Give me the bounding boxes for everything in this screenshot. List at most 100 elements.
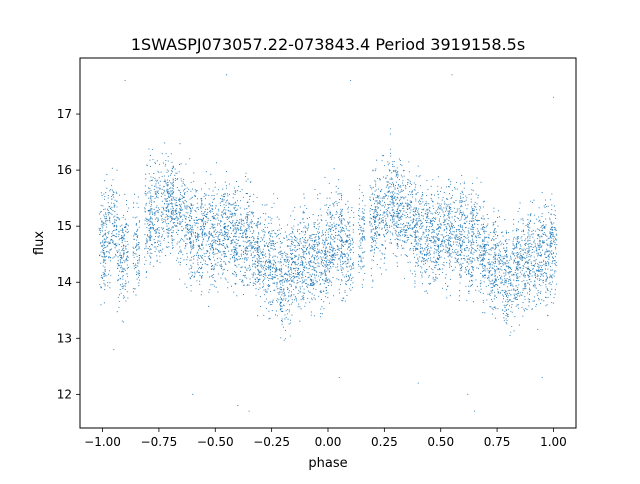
data-point (193, 172, 195, 174)
data-point (427, 215, 429, 217)
data-point (406, 183, 409, 185)
data-point (159, 240, 161, 242)
data-point (309, 267, 311, 269)
data-point (244, 267, 246, 269)
data-point (211, 275, 213, 277)
data-point (348, 238, 350, 240)
data-point (385, 186, 387, 188)
data-point (168, 192, 171, 194)
data-point (292, 228, 294, 230)
data-point (298, 271, 300, 273)
data-point (411, 235, 413, 237)
data-point (157, 229, 159, 231)
data-point (212, 224, 214, 226)
data-point (148, 173, 150, 175)
data-point (252, 235, 254, 237)
data-point (249, 268, 252, 270)
data-point (256, 225, 258, 227)
data-point (344, 233, 347, 235)
data-point (400, 215, 402, 217)
data-point (361, 252, 364, 254)
data-point (257, 235, 259, 237)
data-point (136, 262, 139, 264)
data-point (107, 245, 109, 247)
data-point (296, 276, 298, 278)
data-point (235, 238, 237, 241)
data-point (171, 212, 173, 215)
data-point (422, 231, 424, 233)
data-point (329, 252, 331, 254)
data-point (138, 246, 140, 248)
data-point (388, 207, 390, 209)
data-point (184, 216, 186, 218)
data-point (311, 247, 313, 249)
data-point (322, 262, 325, 264)
data-point (154, 161, 156, 163)
data-point (150, 231, 152, 233)
data-point (414, 231, 416, 233)
data-point (333, 205, 335, 207)
data-point (426, 259, 428, 261)
data-point (329, 213, 331, 215)
data-point (302, 249, 304, 251)
data-point (396, 226, 398, 229)
data-point (241, 229, 243, 231)
data-point (336, 263, 339, 265)
data-point (426, 251, 428, 253)
data-point (437, 213, 439, 216)
data-point (305, 267, 307, 269)
data-point (399, 209, 401, 211)
data-point (175, 172, 177, 174)
data-point (122, 276, 124, 278)
data-point (103, 254, 105, 256)
data-point (226, 235, 228, 237)
data-point (418, 214, 420, 216)
data-point (370, 231, 372, 233)
data-point (425, 255, 427, 257)
data-point (154, 218, 156, 220)
data-point (273, 260, 275, 262)
data-point (415, 224, 417, 226)
data-point (225, 185, 227, 187)
data-point (330, 217, 332, 219)
data-point (250, 223, 252, 225)
data-point (252, 265, 254, 267)
data-point (101, 255, 103, 257)
data-point (223, 199, 225, 201)
data-point (210, 219, 212, 222)
data-point (282, 326, 285, 328)
data-point (295, 261, 297, 263)
data-point (263, 314, 265, 316)
data-point (253, 273, 255, 275)
data-point (381, 221, 383, 223)
data-point (257, 250, 259, 252)
data-point (136, 216, 138, 218)
data-point (272, 256, 274, 258)
data-point (400, 163, 402, 166)
data-point (393, 227, 395, 229)
data-point (418, 201, 420, 203)
data-point (224, 255, 226, 257)
data-point (201, 276, 203, 278)
data-point (348, 222, 350, 224)
data-point (392, 197, 394, 199)
data-point (242, 281, 244, 283)
data-point (372, 197, 374, 199)
data-point (198, 233, 200, 235)
data-point (149, 235, 151, 237)
data-point (260, 237, 262, 239)
data-point (122, 271, 125, 273)
data-point (418, 217, 420, 220)
data-point (220, 267, 222, 269)
data-point (167, 189, 169, 191)
data-point (303, 269, 305, 271)
data-point (110, 195, 112, 198)
data-point (170, 193, 173, 195)
data-point (205, 224, 207, 226)
data-point (286, 253, 288, 255)
data-point (201, 249, 203, 251)
data-point (115, 243, 117, 245)
data-point (389, 242, 391, 244)
data-point (325, 289, 327, 292)
data-point (114, 222, 116, 224)
